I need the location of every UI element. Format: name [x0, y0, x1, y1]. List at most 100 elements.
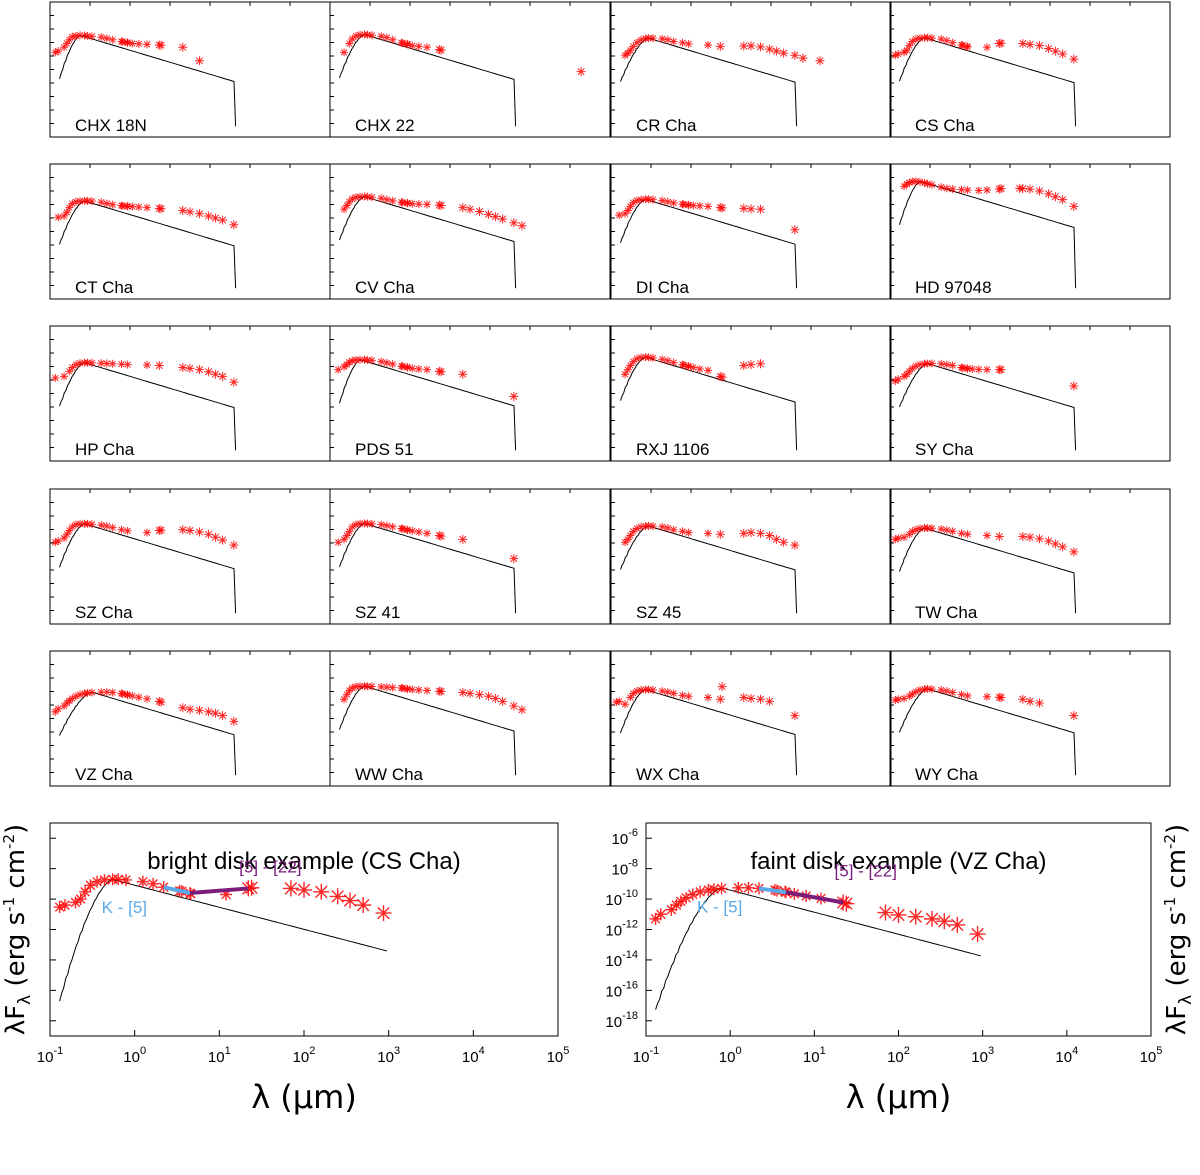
photometry-point-4-0: [54, 213, 63, 222]
x-tick-label-21-0: 10-1: [633, 1045, 659, 1066]
photometry-point-1-2: [348, 34, 357, 43]
photometry-point-12-21: [195, 527, 205, 537]
photometry-point-14-9: [658, 522, 667, 531]
photometry-point-6-19: [704, 202, 713, 211]
photometry-point-16-21: [154, 696, 164, 706]
photometry-point-18-14: [684, 692, 693, 701]
y-tick-base-21-4: 10: [605, 953, 622, 970]
x-tick-label-20-3: 102: [293, 1045, 316, 1066]
photometry-point-20-5: [84, 879, 97, 892]
photometry-point-3-9: [923, 33, 932, 42]
photometry-point-8-4: [71, 360, 80, 369]
model-photosphere-19: [899, 688, 1077, 776]
photometry-point-15-19: [1035, 534, 1045, 544]
photometry-point-10-13: [679, 361, 688, 370]
photometry-point-1-10: [388, 35, 397, 44]
photometry-point-5-17: [414, 200, 423, 209]
photometry-point-4-17: [128, 202, 137, 211]
photometry-point-14-1: [623, 535, 632, 544]
photometry-point-21-11: [732, 881, 745, 894]
photometry-point-2-10: [663, 35, 672, 44]
photometry-point-14-22: [790, 540, 800, 550]
photometry-point-21-13: [752, 882, 765, 895]
panel-label-4: CT Cha: [75, 278, 134, 297]
model-photosphere-4: [59, 200, 237, 289]
photometry-point-1-4: [356, 30, 365, 39]
x-tick-label-21-1: 100: [719, 1045, 742, 1066]
y-label-units-21: (erg s: [1162, 912, 1192, 995]
photometry-point-1-15: [408, 41, 417, 50]
photometry-point-5-23: [475, 206, 485, 216]
photometry-point-14-13: [684, 528, 693, 537]
photometry-point-14-7: [644, 521, 653, 530]
photometry-point-12-22: [204, 529, 214, 539]
panel-content-10: [620, 353, 798, 451]
photometry-point-4-2: [62, 208, 71, 217]
y-label-sub-21: λ: [1176, 995, 1196, 1005]
panel-content-1: [339, 30, 586, 127]
photometry-point-4-11: [102, 199, 111, 208]
y-label-main-20: λF: [1, 1005, 31, 1035]
photometry-point-1-0: [340, 48, 349, 57]
y-tick-base-21-2: 10: [605, 892, 622, 909]
model-photosphere-5: [339, 196, 517, 289]
photometry-point-15-23: [1069, 547, 1079, 557]
photometry-point-10-4: [632, 354, 641, 363]
y-label-end-20: ): [1, 824, 31, 834]
photometry-point-13-23: [509, 554, 519, 564]
photometry-point-1-20: [576, 67, 586, 77]
photometry-point-12-4: [65, 526, 74, 535]
photometry-point-18-2: [621, 700, 630, 709]
panel-content-2: [620, 34, 825, 127]
photometry-point-11-23: [1069, 381, 1079, 391]
model-photosphere-14: [620, 525, 798, 614]
photometry-point-8-13: [123, 360, 132, 369]
photometry-point-13-14: [398, 524, 407, 533]
photometry-point-15-15: [983, 531, 992, 540]
photometry-point-5-4: [351, 193, 360, 202]
x-tick-label-21-5: 104: [1055, 1045, 1078, 1066]
photometry-point-9-23: [509, 391, 519, 401]
panel-content-14: [620, 521, 800, 614]
photometry-point-5-16: [408, 199, 417, 208]
photometry-point-7-11: [948, 185, 957, 194]
photometry-point-21-2: [665, 903, 678, 916]
panel-content-4: [54, 196, 239, 289]
photometry-point-16-19: [134, 693, 143, 702]
photometry-point-21-6: [686, 888, 699, 901]
photometry-point-20-25: [342, 892, 359, 909]
photometry-point-20-9: [112, 873, 125, 886]
photometry-point-6-11: [663, 197, 672, 206]
photometry-point-7-10: [942, 184, 951, 193]
photometry-point-0-8: [80, 31, 89, 40]
photometry-point-21-1: [654, 908, 667, 921]
photometry-point-6-18: [695, 201, 704, 210]
photometry-point-18-11: [663, 688, 672, 697]
photometry-point-17-7: [363, 682, 372, 691]
photometry-point-8-1: [60, 372, 69, 381]
photometry-point-2-4: [632, 38, 641, 47]
x-tick-label-20-6: 105: [547, 1045, 570, 1066]
photometry-point-18-12: [669, 689, 678, 698]
y-tick-exp-21-3: -12: [622, 919, 638, 931]
photometry-point-13-20: [434, 531, 444, 541]
photometry-point-18-19: [746, 693, 756, 703]
panel-title-20: bright disk example (CS Cha): [147, 848, 460, 875]
photometry-point-15-12: [948, 527, 957, 536]
panel-label-14: SZ 45: [636, 603, 681, 622]
photometry-point-0-13: [108, 35, 117, 44]
panel-content-15: [891, 524, 1079, 614]
photometry-point-8-0: [51, 374, 60, 383]
photometry-point-3-1: [894, 50, 903, 59]
photometry-point-2-23: [798, 53, 808, 63]
x-tick-exp-20-3: 2: [309, 1045, 315, 1057]
photometry-point-14-4: [632, 524, 641, 533]
x-tick-exp-20-1: 0: [140, 1045, 146, 1057]
photometry-point-7-9: [937, 183, 946, 192]
y-tick-base-21-3: 10: [605, 923, 622, 940]
photometry-point-21-24: [890, 906, 907, 923]
photometry-point-2-15: [715, 41, 725, 51]
photometry-point-6-8: [644, 195, 653, 204]
